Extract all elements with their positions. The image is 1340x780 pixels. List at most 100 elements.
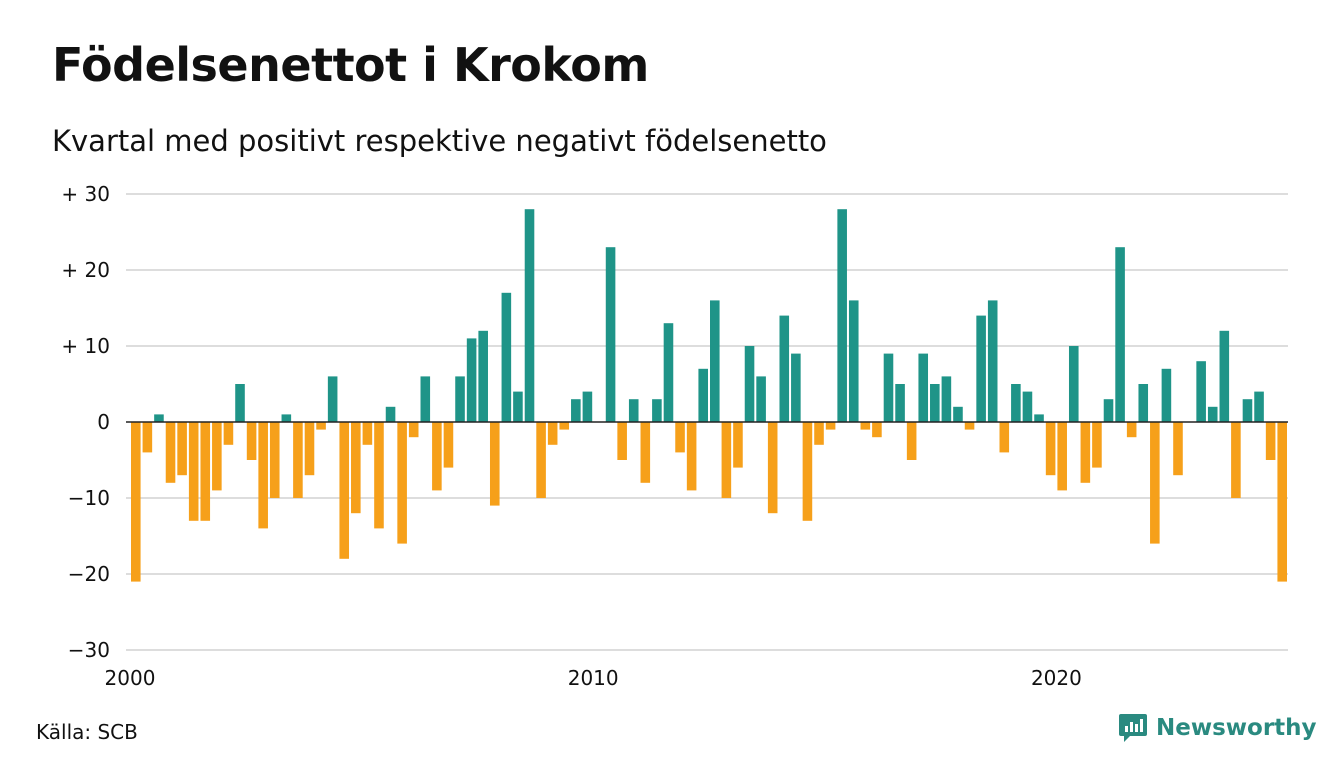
bar [1150, 422, 1160, 544]
bar [466, 338, 477, 422]
bar [385, 406, 396, 422]
chart-subtitle: Kvartal med positivt respektive negativt… [52, 124, 827, 158]
bar [1103, 399, 1114, 422]
bar [872, 422, 882, 438]
bar [478, 330, 488, 422]
bar [883, 353, 894, 422]
x-tick-label: 2000 [105, 666, 156, 690]
bar [744, 346, 755, 422]
bar [1196, 361, 1206, 422]
bar [767, 422, 778, 514]
bar [501, 292, 512, 422]
bar [281, 414, 292, 422]
bar [710, 300, 720, 422]
bar [640, 422, 651, 483]
bar [582, 391, 593, 422]
bar [814, 422, 824, 445]
bar [165, 422, 176, 483]
bar [362, 422, 373, 445]
bar [339, 422, 350, 559]
bar [142, 422, 153, 453]
bar [976, 315, 986, 422]
y-tick-label: −10 [68, 486, 110, 510]
bar [559, 422, 570, 430]
bar [327, 376, 338, 422]
bar [605, 247, 616, 422]
bar [235, 384, 245, 422]
bar [131, 422, 141, 582]
chart-title: Födelsenettot i Krokom [52, 38, 649, 92]
bar [1034, 414, 1044, 422]
bar [802, 422, 813, 521]
bar [837, 209, 847, 422]
bar [200, 422, 211, 521]
y-tick-label: −30 [68, 638, 110, 662]
bar [1115, 247, 1125, 422]
bar [223, 422, 234, 445]
grid-lines [126, 193, 1288, 651]
y-tick-label: + 30 [61, 182, 110, 206]
bar [1242, 399, 1253, 422]
bar [686, 422, 697, 491]
bar [999, 422, 1010, 453]
bar [825, 422, 836, 430]
bar [293, 422, 303, 498]
bar [1207, 406, 1218, 422]
bar [1126, 422, 1137, 438]
bar [1161, 368, 1172, 422]
bar [721, 422, 732, 498]
bar [316, 422, 326, 430]
bar [675, 422, 685, 453]
bar [628, 399, 639, 422]
bar [663, 323, 674, 422]
y-tick-label: + 10 [61, 334, 110, 358]
bar [860, 422, 871, 430]
bar [455, 376, 465, 422]
bar [756, 376, 766, 422]
bar [895, 384, 905, 422]
brand-name: Newsworthy [1156, 715, 1317, 741]
x-tick-label: 2010 [568, 666, 619, 690]
bar [930, 384, 940, 422]
bar [617, 422, 627, 460]
bar [571, 399, 581, 422]
bar [987, 300, 998, 422]
bar [1254, 391, 1264, 422]
bar [420, 376, 431, 422]
y-axis-ticks: + 30 + 20 + 10 0 −10 −20 −30 [61, 182, 110, 662]
bar [652, 399, 662, 422]
bar [432, 422, 442, 491]
bar [733, 422, 743, 468]
bar [698, 368, 708, 422]
bar [1277, 422, 1287, 582]
bar [536, 422, 546, 498]
bar [408, 422, 419, 438]
bar [154, 414, 164, 422]
bar [941, 376, 952, 422]
bar [1011, 384, 1021, 422]
x-tick-label: 2020 [1031, 666, 1082, 690]
bar [1080, 422, 1091, 483]
y-tick-label: 0 [97, 410, 110, 434]
bars [131, 209, 1287, 582]
bar [1045, 422, 1056, 476]
bar [374, 422, 384, 529]
bar [1057, 422, 1067, 491]
bar [246, 422, 257, 460]
bar [906, 422, 917, 460]
bar [513, 391, 523, 422]
bar [1219, 330, 1230, 422]
source-note: Källa: SCB [36, 720, 138, 744]
bar [258, 422, 268, 529]
bar [1022, 391, 1033, 422]
bar [1138, 384, 1149, 422]
bar [443, 422, 454, 468]
bar [848, 300, 859, 422]
bar [177, 422, 187, 476]
y-tick-label: + 20 [61, 258, 110, 282]
bar [304, 422, 315, 476]
newsworthy-icon [1119, 714, 1147, 742]
bar [964, 422, 975, 430]
bar [351, 422, 361, 514]
